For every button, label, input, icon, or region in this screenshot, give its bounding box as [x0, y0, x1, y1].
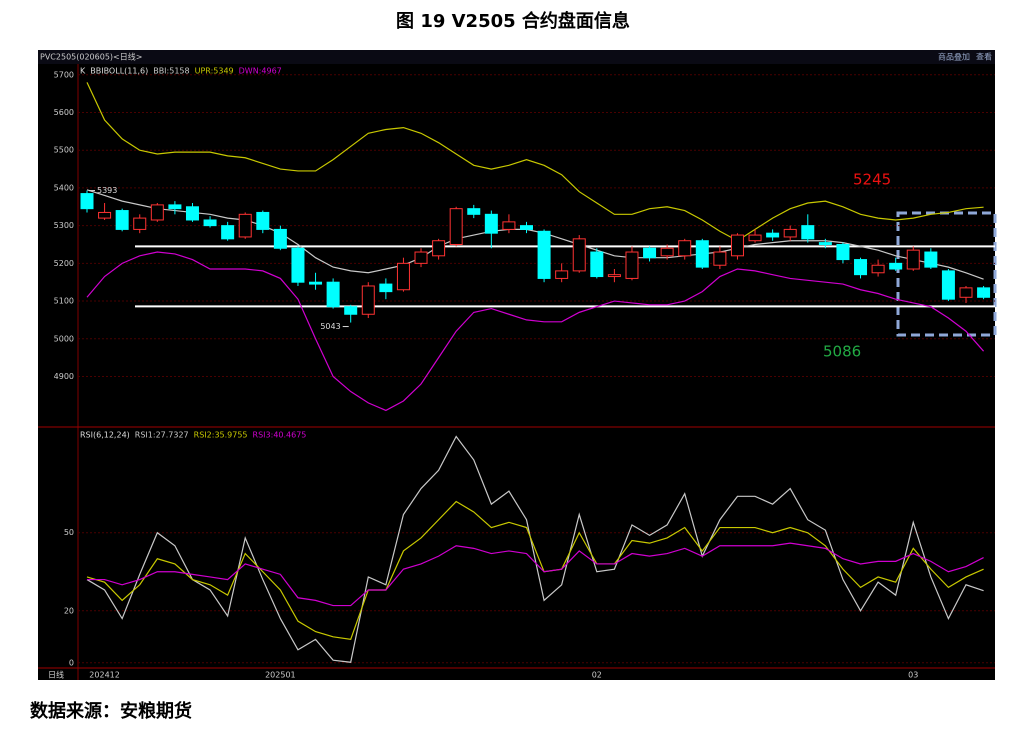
y-tick-label: 5100 [54, 297, 74, 306]
extreme-label: 5043 [320, 322, 340, 331]
candle-body [537, 230, 551, 279]
candle-body [607, 274, 621, 278]
candle-body [748, 234, 762, 242]
indicator-line [86, 435, 984, 663]
legend-label: K [80, 67, 86, 76]
y-tick-label: 5600 [54, 108, 74, 117]
candle-body [854, 259, 868, 276]
y-tick-label: 5500 [54, 146, 74, 155]
y-tick-label: 5300 [54, 221, 74, 230]
y-tick-label: 4900 [54, 372, 74, 381]
candle-body [783, 228, 797, 238]
candle-body [449, 208, 463, 245]
candle-body [484, 213, 498, 234]
level-label: 5086 [823, 343, 861, 361]
candle-body [467, 208, 481, 215]
candle-body [871, 264, 885, 274]
candle-body [309, 281, 323, 285]
candle-body [977, 287, 991, 298]
candle-body [185, 206, 199, 221]
y-tick-label: 20 [64, 606, 74, 615]
candle-body [678, 240, 692, 257]
candle-body [98, 211, 112, 219]
candle-body [414, 251, 428, 264]
period-label: 日线 [48, 670, 64, 680]
candle-body [941, 270, 955, 300]
candle-body [80, 193, 94, 210]
candle-body [801, 225, 815, 240]
chart-background [38, 50, 995, 680]
candle-body [238, 213, 252, 238]
candle-body [625, 251, 639, 279]
level-label: 5245 [853, 171, 891, 189]
x-tick-label: 202501 [265, 671, 296, 680]
candle-body [889, 262, 903, 270]
candle-body [660, 247, 674, 257]
indicator-line [86, 189, 984, 280]
candle-body [273, 228, 287, 249]
candle-body [713, 251, 727, 266]
y-tick-label: 50 [64, 528, 74, 537]
candle-body [836, 243, 850, 261]
candle-body [906, 249, 920, 270]
candle-body [203, 219, 217, 227]
candle-body [572, 238, 586, 272]
menu-item[interactable]: 查看 [976, 52, 992, 62]
candle-body [730, 234, 744, 257]
x-tick-label: 202412 [89, 671, 120, 680]
y-tick-label: 0 [69, 658, 74, 667]
y-tick-label: 5400 [54, 183, 74, 192]
source: 数据来源：安粮期货 [30, 700, 192, 722]
x-tick-label: 03 [908, 671, 918, 680]
candle-body [256, 211, 270, 230]
candle-body [502, 221, 516, 230]
candle-body [396, 262, 410, 291]
candle-body [590, 251, 604, 278]
indicator-line [86, 82, 984, 242]
candle-body [818, 242, 832, 245]
header-strip [38, 50, 995, 64]
y-tick-label: 5000 [54, 334, 74, 343]
candle-body [221, 225, 235, 240]
candle-body [115, 210, 129, 230]
candle-body [291, 247, 305, 283]
legend-entry: RSI2:35.9755 [194, 431, 248, 440]
candle-body [133, 217, 147, 230]
candle-body [326, 281, 340, 308]
legend-entry: DWN:4967 [239, 67, 282, 76]
figure-title: 图 19 V2505 合约盘面信息 [396, 10, 630, 32]
candle-body [695, 240, 709, 268]
candle-body [520, 225, 533, 230]
candle-body [432, 240, 446, 257]
legend-entry: BBI:5158 [153, 67, 189, 76]
indicator-line [87, 542, 984, 607]
y-tick-label: 5200 [54, 259, 74, 268]
y-tick-label: 5700 [54, 70, 74, 79]
candle-body [150, 204, 164, 221]
x-tick-label: 02 [592, 671, 602, 680]
indicator-line [86, 500, 984, 641]
symbol-label: PVC2505(020605)<日线> [40, 52, 142, 62]
candle-body [959, 287, 973, 298]
legend-label: BBIBOLL(11,6) [90, 67, 148, 76]
legend-entry: RSI3:40.4675 [253, 431, 307, 440]
candle-body [168, 204, 182, 210]
candle-body [344, 306, 358, 315]
menu-item[interactable]: 商品叠加 [938, 52, 970, 62]
candle-body [643, 247, 657, 259]
legend-label: RSI(6,12,24) [80, 431, 130, 440]
extreme-label: 5393 [97, 186, 117, 195]
candle-body [555, 270, 569, 279]
indicator-line [86, 251, 985, 412]
legend-entry: RSI1:27.7327 [135, 431, 189, 440]
candle-body [924, 251, 938, 268]
candle-body [361, 285, 375, 315]
legend-entry: UPR:5349 [195, 67, 234, 76]
candle-body [379, 283, 393, 293]
candle-body [766, 232, 780, 238]
